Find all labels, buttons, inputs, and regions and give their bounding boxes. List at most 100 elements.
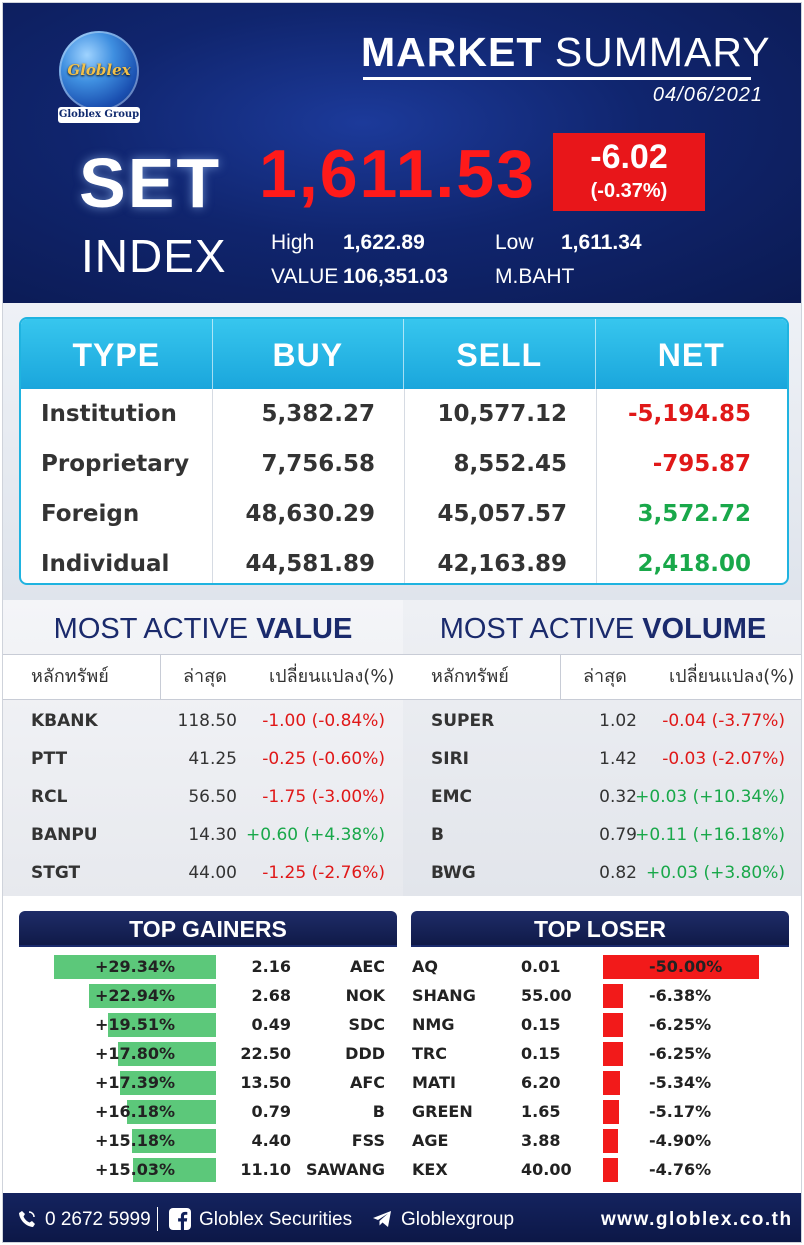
- investor-row: Proprietary 7,756.58 8,552.45 -795.87: [21, 440, 787, 490]
- loser-pct: -50.00%: [649, 957, 723, 976]
- most-active-volume-header: หลักทรัพย์ ล่าสุด เปลี่ยนแปลง(%): [403, 654, 801, 700]
- loser-pct: -4.76%: [649, 1160, 712, 1179]
- stock-last-price: 56.50: [188, 787, 237, 807]
- col-type: TYPE: [21, 319, 213, 389]
- footer-facebook[interactable]: Globlex Securities: [199, 1209, 353, 1230]
- loser-rule: [411, 945, 789, 947]
- investor-net: 3,572.72: [637, 501, 752, 527]
- investor-table: TYPE BUY SELL NET Institution 5,382.27 10,…: [19, 317, 789, 585]
- gainer-price: 4.40: [251, 1131, 291, 1150]
- stock-last-price: 0.32: [599, 787, 637, 807]
- loser-row: MATI 6.20 -5.34%: [403, 1069, 801, 1097]
- loser-row: SHANG 55.00 -6.38%: [403, 982, 801, 1010]
- investor-buy: 44,581.89: [245, 551, 376, 577]
- high-value: 1,622.89: [343, 231, 425, 254]
- logo-group-label: Globlex Group: [58, 107, 140, 123]
- gainer-pct: +15.03%: [95, 1160, 176, 1179]
- loser-bar: [603, 1129, 618, 1153]
- table-row: KBANK 118.50 -1.00 (-0.84%): [3, 702, 403, 740]
- investor-sell: 8,552.45: [453, 451, 568, 477]
- index-label: INDEX: [81, 230, 227, 282]
- gainer-row: +22.94% 2.68 NOK: [3, 982, 403, 1010]
- col-sell: SELL: [404, 319, 596, 389]
- col-symbol: หลักทรัพย์: [31, 666, 109, 687]
- loser-bar: [603, 984, 623, 1008]
- index-change: -6.02: [590, 138, 668, 176]
- logo-text: Globlex: [67, 61, 131, 79]
- stock-last-price: 1.02: [599, 711, 637, 731]
- gainer-bar: [89, 984, 216, 1008]
- investor-row: Individual 44,581.89 42,163.89 2,418.00: [21, 540, 787, 583]
- gainer-symbol: DDD: [345, 1044, 385, 1063]
- footer-phone[interactable]: 0 2672 5999: [45, 1209, 151, 1230]
- loser-pct: -5.34%: [649, 1073, 712, 1092]
- stock-change: +0.60 (+4.38%): [245, 825, 385, 845]
- loser-bar: [603, 955, 759, 979]
- set-label: SET: [79, 144, 222, 222]
- table-row: BWG 0.82 +0.03 (+3.80%): [403, 854, 801, 892]
- loser-pct: -6.25%: [649, 1044, 712, 1063]
- gainer-row: +19.51% 0.49 SDC: [3, 1011, 403, 1039]
- stock-change: -0.03 (-2.07%): [662, 749, 785, 769]
- title-rest: SUMMARY: [542, 29, 771, 75]
- gainer-row: +17.80% 22.50 DDD: [3, 1040, 403, 1068]
- gainer-symbol: FSS: [351, 1131, 385, 1150]
- stock-last-price: 14.30: [188, 825, 237, 845]
- table-row: STGT 44.00 -1.25 (-2.76%): [3, 854, 403, 892]
- gainer-price: 13.50: [240, 1073, 291, 1092]
- footer-telegram[interactable]: Globlexgroup: [401, 1209, 515, 1230]
- high-label: High: [271, 231, 315, 254]
- table-row: RCL 56.50 -1.75 (-3.00%): [3, 778, 403, 816]
- footer-website[interactable]: www.globlex.co.th: [601, 1209, 793, 1230]
- value-label: VALUE: [271, 265, 339, 288]
- loser-price: 6.20: [521, 1073, 561, 1092]
- investor-sell: 45,057.57: [437, 501, 568, 527]
- facebook-icon: [169, 1208, 191, 1230]
- loser-row: KEX 40.00 -4.76%: [403, 1156, 801, 1184]
- stock-last-price: 0.79: [599, 825, 637, 845]
- most-active-volume-title: MOST ACTIVE VOLUME: [439, 613, 767, 645]
- gainer-pct: +22.94%: [95, 986, 176, 1005]
- globe-icon: [59, 31, 139, 111]
- gainer-price: 0.49: [251, 1015, 291, 1034]
- report-date: 04/06/2021: [652, 84, 763, 106]
- stock-change: -1.00 (-0.84%): [262, 711, 385, 731]
- investor-type: Proprietary: [41, 451, 190, 477]
- gainers-rule: [19, 945, 397, 947]
- footer: 0 2672 5999 Globlex Securities Globlexgr…: [3, 1193, 801, 1242]
- loser-row: AQ 0.01 -50.00%: [403, 953, 801, 981]
- col-symbol: หลักทรัพย์: [431, 666, 509, 687]
- table-row: B 0.79 +0.11 (+16.18%): [403, 816, 801, 854]
- gainer-row: +15.18% 4.40 FSS: [3, 1127, 403, 1155]
- loser-pct: -6.38%: [649, 986, 712, 1005]
- gainer-pct: +16.18%: [95, 1102, 176, 1121]
- investor-buy: 48,630.29: [245, 501, 376, 527]
- stock-last-price: 118.50: [177, 711, 237, 731]
- gainer-row: +29.34% 2.16 AEC: [3, 953, 403, 981]
- loser-symbol: AQ: [412, 957, 438, 976]
- col-last: ล่าสุด: [183, 666, 227, 687]
- investor-sell: 42,163.89: [437, 551, 568, 577]
- globlex-logo: Globlex Globlex Group: [55, 31, 143, 123]
- investor-row: Foreign 48,630.29 45,057.57 3,572.72: [21, 490, 787, 540]
- investor-row: Institution 5,382.27 10,577.12 -5,194.85: [21, 390, 787, 440]
- gainer-bar: [127, 1100, 216, 1124]
- gainer-symbol: SDC: [348, 1015, 385, 1034]
- stock-last-price: 41.25: [188, 749, 237, 769]
- loser-symbol: NMG: [412, 1015, 455, 1034]
- investor-sell: 10,577.12: [437, 401, 568, 427]
- table-row: SUPER 1.02 -0.04 (-3.77%): [403, 702, 801, 740]
- loser-row: GREEN 1.65 -5.17%: [403, 1098, 801, 1126]
- stock-symbol: BWG: [431, 863, 476, 883]
- stock-symbol: SUPER: [431, 711, 495, 731]
- phone-icon: [19, 1211, 35, 1227]
- low-label: Low: [495, 231, 534, 254]
- loser-symbol: SHANG: [412, 986, 476, 1005]
- loser-price: 0.15: [521, 1044, 561, 1063]
- column-divider: [596, 389, 597, 583]
- investor-buy: 7,756.58: [261, 451, 376, 477]
- loser-symbol: GREEN: [412, 1102, 473, 1121]
- loser-bar: [603, 1013, 623, 1037]
- investor-table-header: TYPE BUY SELL NET: [21, 319, 787, 389]
